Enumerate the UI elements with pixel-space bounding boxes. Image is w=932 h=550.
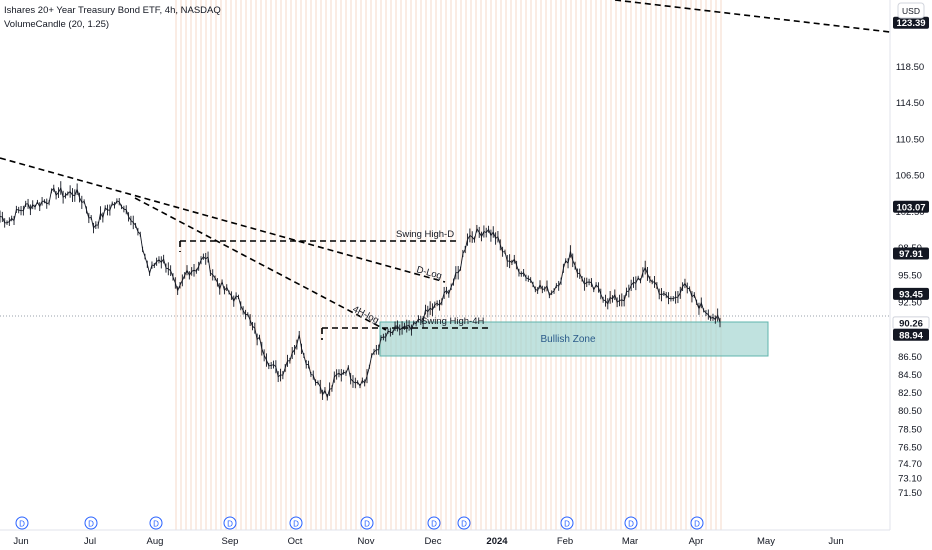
dividend-marker-label: D bbox=[628, 520, 634, 529]
dividend-marker bbox=[223, 516, 237, 530]
x-tick-label: Apr bbox=[689, 536, 704, 547]
dividend-marker-label: D bbox=[364, 520, 370, 529]
y-tick-label: 82.50 bbox=[898, 388, 922, 399]
indicator-label: VolumeCandle (20, 1.25) bbox=[4, 19, 110, 30]
swing-high-4h-label: Swing High-4H bbox=[421, 316, 484, 327]
y-tick-label: 106.50 bbox=[895, 171, 924, 182]
x-tick-label: Dec bbox=[425, 536, 442, 547]
currency-label: USD bbox=[902, 6, 920, 16]
y-tick-label: 92.50 bbox=[898, 298, 922, 309]
dividend-marker-label: D bbox=[694, 520, 700, 529]
d-log-label: D-Log bbox=[415, 264, 443, 282]
dividend-marker bbox=[560, 516, 574, 530]
dividend-marker-label: D bbox=[431, 520, 437, 529]
x-tick-label: Oct bbox=[288, 536, 303, 547]
dividend-marker-label: D bbox=[88, 520, 94, 529]
y-tick-label: 78.50 bbox=[898, 424, 922, 435]
price-badge bbox=[893, 16, 929, 29]
dividend-marker bbox=[624, 516, 638, 530]
price-badge-label: 123.39 bbox=[896, 18, 925, 29]
price-badge-label: 88.94 bbox=[899, 330, 923, 341]
dividend-marker-label: D bbox=[19, 520, 25, 529]
price-badge bbox=[893, 287, 929, 300]
y-tick-label: 76.50 bbox=[898, 442, 922, 453]
y-tick-label: 73.10 bbox=[898, 473, 922, 484]
chart-legend: Ishares 20+ Year Treasury Bond ETF, 4h, … bbox=[4, 4, 221, 32]
y-tick-label: 95.50 bbox=[898, 270, 922, 281]
x-tick-label: Mar bbox=[622, 536, 638, 547]
x-tick-label: Jun bbox=[828, 536, 843, 547]
price-line bbox=[0, 186, 721, 399]
4h-log-trendline bbox=[134, 197, 387, 331]
x-tick-label: Nov bbox=[358, 536, 375, 547]
x-tick-label: Jul bbox=[84, 536, 96, 547]
x-tick-label: Sep bbox=[222, 536, 239, 547]
y-tick-label: 74.70 bbox=[898, 459, 922, 470]
swing-high-d-label: Swing High-D bbox=[396, 229, 454, 240]
vertical-gridlines bbox=[175, 0, 722, 530]
symbol-title: Ishares 20+ Year Treasury Bond ETF, 4h, … bbox=[4, 5, 221, 16]
dividend-marker bbox=[690, 516, 704, 530]
price-badge-label: 93.45 bbox=[899, 289, 923, 300]
dividend-marker bbox=[427, 516, 441, 530]
dividend-marker-label: D bbox=[461, 520, 467, 529]
y-tick-label: 84.50 bbox=[898, 370, 922, 381]
x-tick-label: 2024 bbox=[486, 536, 508, 547]
x-tick-label: Jun bbox=[13, 536, 28, 547]
dividend-marker bbox=[457, 516, 471, 530]
x-tick-label: May bbox=[757, 536, 775, 547]
d-log-trendline bbox=[0, 157, 446, 283]
dividend-marker bbox=[15, 516, 29, 530]
dividend-marker bbox=[149, 516, 163, 530]
dividend-marker-label: D bbox=[564, 520, 570, 529]
x-tick-label: Feb bbox=[557, 536, 573, 547]
y-tick-label: 80.50 bbox=[898, 406, 922, 417]
price-badge bbox=[893, 328, 929, 341]
price-badge bbox=[893, 200, 929, 213]
price-badge-label: 90.26 bbox=[899, 318, 923, 329]
price-badge bbox=[893, 247, 929, 260]
price-series bbox=[0, 181, 721, 401]
y-tick-label: 86.50 bbox=[898, 352, 922, 363]
upper-trendline bbox=[614, 0, 891, 33]
price-badge-label: 103.07 bbox=[896, 202, 925, 213]
dividend-marker bbox=[84, 516, 98, 530]
dividend-marker-label: D bbox=[293, 520, 299, 529]
y-tick-label: 114.50 bbox=[896, 98, 924, 109]
price-badge-label: 97.91 bbox=[899, 249, 923, 260]
dividend-marker-label: D bbox=[153, 520, 159, 529]
y-tick-label: 118.50 bbox=[896, 62, 924, 73]
x-tick-label: Aug bbox=[147, 536, 164, 547]
y-tick-label: 71.50 bbox=[898, 488, 922, 499]
dividend-marker-label: D bbox=[227, 520, 233, 529]
dividend-marker bbox=[360, 516, 374, 530]
y-tick-label: 110.50 bbox=[896, 134, 924, 145]
bullish-zone-label: Bullish Zone bbox=[540, 334, 595, 345]
currency-button bbox=[897, 2, 925, 19]
dividend-marker bbox=[289, 516, 303, 530]
